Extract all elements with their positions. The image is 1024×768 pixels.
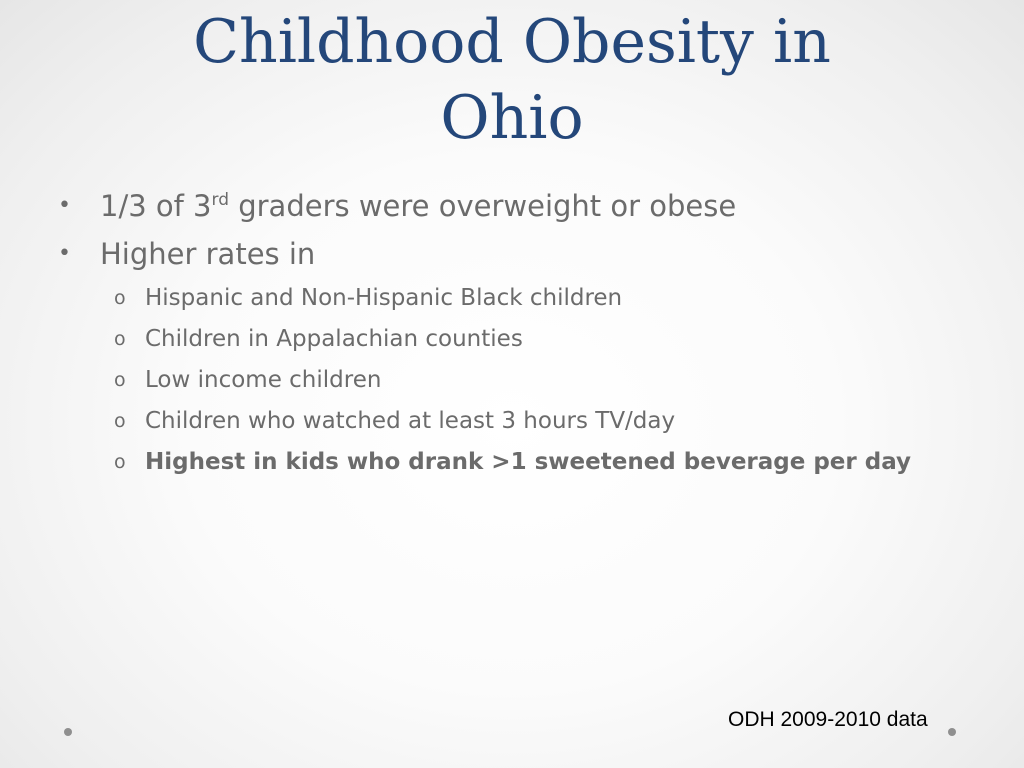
bullet-text-before: 1/3 of 3 [100,189,212,223]
slide-title-line-1: Childhood Obesity in [193,7,831,77]
decorative-dot-left-icon [64,728,72,736]
sub-bullet-text: Children in Appalachian counties [145,326,523,352]
sub-bullet-text: Hispanic and Non-Hispanic Black children [145,285,623,311]
sub-bullet-hispanic-black: o Hispanic and Non-Hispanic Black childr… [58,278,978,319]
sub-bullet-circle-icon: o [114,410,126,432]
bullet-list: • 1/3 of 3rd graders were overweight or … [58,182,978,483]
sub-bullet-circle-icon: o [114,451,126,473]
bullet-text: Higher rates in [100,237,316,271]
source-note: ODH 2009-2010 data [728,708,928,731]
sub-bullet-text: Children who watched at least 3 hours TV… [145,408,676,434]
bullet-item-higher-rates: • Higher rates in [58,230,978,278]
bullet-dot-icon: • [58,193,71,218]
sub-bullet-low-income: o Low income children [58,360,978,401]
sub-bullet-text: Highest in kids who drank >1 sweetened b… [145,449,912,475]
sub-bullet-tv-watching: o Children who watched at least 3 hours … [58,401,978,442]
sub-bullet-circle-icon: o [114,328,126,350]
sub-bullet-circle-icon: o [114,369,126,391]
decorative-dot-right-icon [948,728,956,736]
slide-title-line-2: Ohio [440,83,584,153]
sub-bullet-circle-icon: o [114,287,126,309]
sub-bullet-sweetened-beverage: o Highest in kids who drank >1 sweetened… [58,442,978,483]
sub-bullet-appalachian: o Children in Appalachian counties [58,319,978,360]
bullet-superscript: rd [211,190,229,210]
slide-title: Childhood Obesity in Ohio [80,4,944,156]
bullet-item-third-graders: • 1/3 of 3rd graders were overweight or … [58,182,978,230]
sub-bullet-text: Low income children [145,367,382,393]
bullet-dot-icon: • [58,241,71,266]
bullet-text-after: graders were overweight or obese [229,189,737,223]
